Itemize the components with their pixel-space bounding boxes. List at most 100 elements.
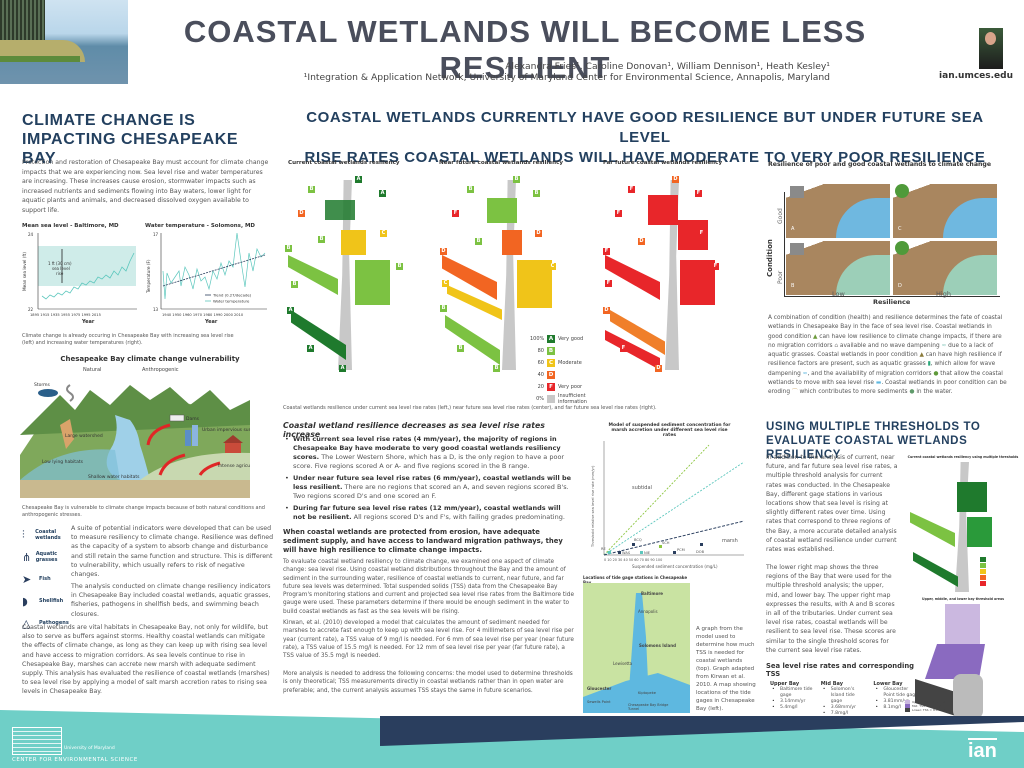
erosion-icon: ⌒ [791,389,798,396]
map-far-grade-lower-eastern: F [712,263,719,270]
center-heading-line2: RISE RATES COASTAL WETLANDS WILL HAVE MO… [304,149,986,166]
house-icon [790,243,804,255]
finding-near-future: Under near future sea level rise rates (… [283,474,575,501]
pathogens-icon: △ [22,616,31,630]
svg-text:17: 17 [153,232,159,237]
condition-axis-label: Condition [766,239,774,277]
multi-threshold-legend [980,557,1010,592]
tss-table: Upper Bay Baltimore tide gage3.14mm/yr5.… [770,681,920,717]
station-sewells-point: Sewells Point [587,700,611,704]
map-near-grade-upper-western: B [513,176,520,183]
svg-text:Large watershed: Large watershed [65,433,103,439]
left-intro: Protection and restoration of Chesapeake… [22,159,269,214]
legend-row-b: 80 B [537,347,555,355]
key-statement: When coastal wetlands are protected from… [283,528,563,554]
svg-text:0 10 20 30 40 50 60 70 80 90 1: 0 10 20 30 40 50 60 70 80 90 100 [604,558,662,562]
tss-lower-bay: Lower Bay Gloucester Point tide gage3.81… [873,681,920,717]
svg-text:Threshold relative sea level r: Threshold relative sea level rise rate (… [591,465,595,548]
thresholds-heading-line1: USING MULTIPLE THRESHOLDS TO [766,421,981,433]
vulnerability-diagram: Storms Large watershed Low lying habitat… [20,382,250,498]
indicator-shellfish: ◗ Shellfish [22,594,64,608]
map-near-grade-patapsco: B [467,186,474,193]
station-baltimore: Baltimore [641,591,664,596]
indicator-aquatic-grasses: ⋔ Aquatic grasses [22,550,58,564]
finding-current: With current sea level rise rates (4 mm/… [283,435,575,471]
svg-text:Year: Year [204,319,218,325]
map-current-grade-james: A [307,345,314,352]
shellfish-icon: ◗ [22,594,28,608]
map-near-future: Near future coastal wetlands resiliency … [437,160,587,372]
left-heading-line2: IMPACTING CHESAPEAKE BAY [22,131,239,167]
svg-text:Mean sea level (ft): Mean sea level (ft) [22,252,27,291]
tss-mid-bay: Mid Bay Solomon's Island tide gage3.68mm… [821,681,868,717]
svg-text:sea level: sea level [52,266,70,271]
threshold-areas-map-title: Upper, middle, and lower bay threshold a… [922,597,1004,601]
left-heading: CLIMATE CHANGE IS IMPACTING CHESAPEAKE B… [22,111,272,168]
map-current-grade-patuxent: B [318,236,325,243]
thresholds-paragraph-2: The lower right map shows the three regi… [766,564,896,654]
map-near-grade-rappahannock: C [442,280,449,287]
map-near-grade-elizabeth: B [493,365,500,372]
map-current-grade-choptank: C [380,230,387,237]
map-near-region-upper [487,198,517,223]
panel-c: C [893,184,997,238]
map-far-grade-elizabeth: D [655,365,662,372]
station-bridge-tunnel: Chesapeake Bay Bridge Tunnel [628,703,669,711]
svg-text:1940 1950 1960 1970 1980 1990: 1940 1950 1960 1970 1980 1990 2000 2010 [162,313,244,317]
map-far-grade-rappahannock: F [605,280,612,287]
house-icon [790,186,804,198]
tss-heading: Sea level rise rates and corresponding T… [766,662,915,678]
thresholds-heading: USING MULTIPLE THRESHOLDS TO EVALUATE CO… [766,420,1021,462]
svg-text:marsh: marsh [722,538,738,544]
svg-text:Low lying habitats: Low lying habitats [42,459,84,465]
indicators-paragraph-2: The analysis conducted on climate change… [71,583,271,618]
map-far-grade-upper-eastern: F [695,190,702,197]
left-heading-line1: CLIMATE CHANGE IS [22,112,196,129]
svg-text:1 ft (30 cm): 1 ft (30 cm) [48,261,72,266]
map-current-grade-lower-western: D [298,210,305,217]
resilience-paragraph: A combination of condition (health) and … [768,315,1007,396]
resilience-diagram: A C B D Condition Good Poor Low High Res… [766,172,1008,312]
wetlands-paragraph: Coastal wetlands are vital habitats in C… [22,624,270,696]
header-photo-marsh-edge [0,56,80,62]
map-far-grade-choptank: F [698,230,705,237]
map-far-title: Far future coastal wetlands resiliency [603,160,723,166]
map-current-region-james [291,310,346,360]
svg-text:Intense agriculture: Intense agriculture [218,463,250,469]
legend-row-c: 60 C Moderate [537,359,582,367]
svg-text:Trend (0.27/decade): Trend (0.27/decade) [212,293,252,298]
map-far-grade-james: F [620,345,627,352]
map-far-grade-lower-western: F [615,210,622,217]
map-near-grade-patuxent: B [475,238,482,245]
map-far-region-lower-eastern [680,260,715,305]
svg-text:Dams: Dams [186,416,200,422]
map-far-grade-upper-western: D [672,176,679,183]
poster-title: COASTAL WETLANDS WILL BECOME LESS RESILI… [183,14,867,85]
sediment-plot: subtidal marsh RE WAS BCQ NIE SCH PCM DOB 0… [591,441,745,569]
svg-text:RE: RE [601,547,606,551]
degraded-marsh-icon: ▲ [919,352,924,359]
ian-logo[interactable]: ian [968,738,997,762]
map-current-grade-upper-western: A [355,176,362,183]
map-near-region-choptank [502,230,522,255]
map-near-grade-james: B [457,345,464,352]
map-current-grade-york: A [287,307,294,314]
map-far-region-upper [648,195,678,225]
resiliency-legend: 100% A Very good 80 B 60 C Moderate 40 D 20 F Ve… [530,333,600,405]
map-current: Current coastal wetlands resiliency B A … [283,160,433,372]
panel-b: B [786,241,890,295]
sediment-chart-title: Model of suspended sediment concentratio… [608,423,731,438]
wave-icon: ≈ [941,342,947,349]
svg-text:Storms: Storms [34,382,51,388]
station-kiptopeke: Kiptopeke [638,691,656,695]
map-near-region-lower-eastern [517,260,552,308]
tss-upper-bay: Upper Bay Baltimore tide gage3.14mm/yr5.… [770,681,815,717]
svg-text:Suspended sediment concentrati: Suspended sediment concentration (mg/L) [632,564,718,569]
poor-label: Poor [777,270,784,284]
umces-logo-line1: University of Maryland [64,746,115,751]
map-current-region-lower-eastern [355,260,390,305]
sediment-model-chart: Model of suspended sediment concentratio… [582,423,757,573]
ian-url-link[interactable]: ian.umces.edu [939,71,1013,81]
map-current-grade-upper-eastern: A [379,190,386,197]
map-current-title: Current coastal wetlands resiliency [288,160,400,166]
